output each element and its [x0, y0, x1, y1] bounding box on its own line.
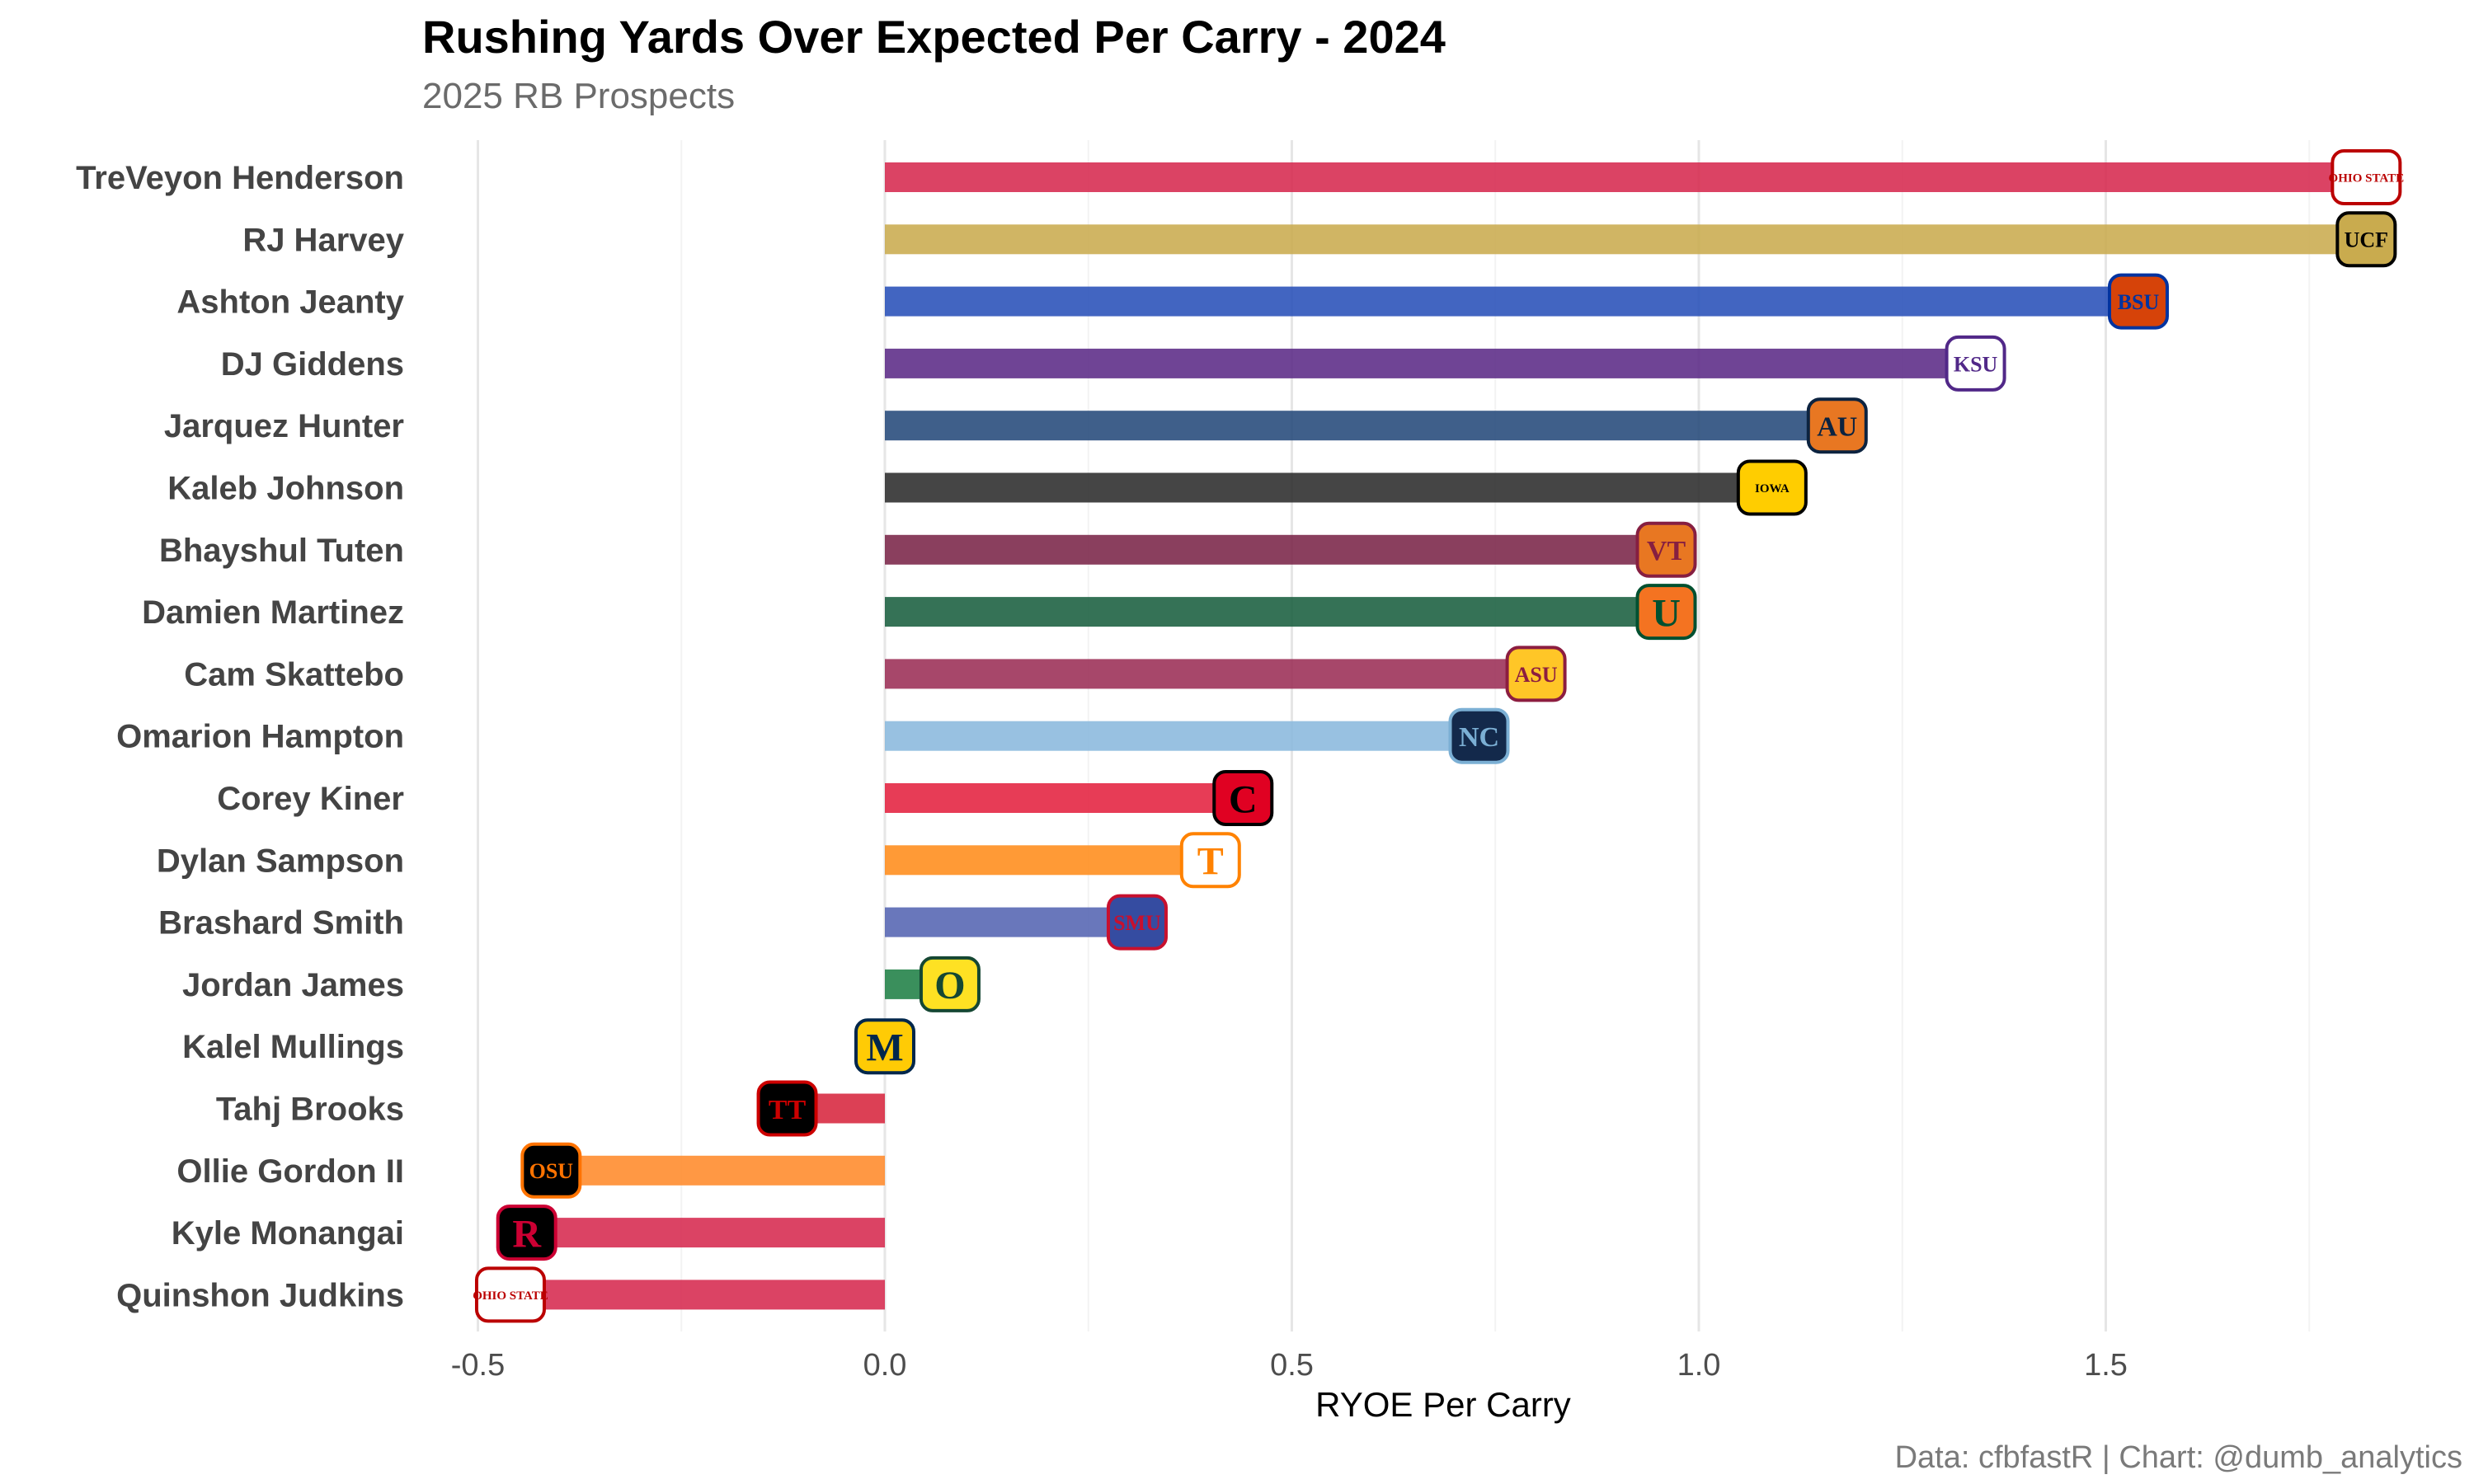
team-logo-icon: KSU [1945, 335, 2006, 392]
y-tick-label: Dylan Sampson [157, 843, 404, 879]
chart-subtitle: 2025 RB Prospects [422, 76, 736, 116]
y-tick-label: Kyle Monangai [172, 1215, 404, 1252]
y-tick-label: Omarion Hampton [116, 719, 404, 755]
x-tick-label: 0.0 [863, 1348, 907, 1383]
team-logo-icon: TT [756, 1080, 818, 1137]
svg-text:NC: NC [1459, 722, 1499, 753]
y-tick-label: Kaleb Johnson [167, 471, 404, 507]
x-axis-tick-labels: -0.5 0.0 0.5 1.0 1.5 [451, 1348, 2128, 1383]
y-tick-label: DJ Giddens [221, 346, 404, 383]
bar [526, 1218, 885, 1248]
bar [885, 162, 2367, 192]
svg-text:KSU: KSU [1954, 352, 1998, 376]
svg-text:AU: AU [1817, 411, 1857, 442]
bar [885, 472, 1772, 503]
team-logo-icon: OSU [520, 1142, 582, 1199]
y-tick-label: TreVeyon Henderson [76, 160, 404, 196]
svg-text:BSU: BSU [2118, 290, 2160, 314]
team-logo-icon: U [1635, 584, 1697, 641]
y-tick-label: Tahj Brooks [216, 1092, 404, 1128]
y-tick-label: Jarquez Hunter [164, 408, 404, 444]
bar [885, 348, 1976, 378]
bar [885, 534, 1667, 565]
bar [885, 721, 1479, 751]
bar [885, 597, 1667, 627]
svg-text:OSU: OSU [529, 1159, 574, 1183]
svg-text:TT: TT [769, 1095, 807, 1125]
bar [551, 1155, 885, 1186]
team-logo-icon: SMU [1106, 894, 1168, 951]
team-logo-icon: IOWA [1736, 459, 1808, 516]
y-tick-label: Cam Skattebo [184, 656, 404, 693]
svg-text:IOWA: IOWA [1755, 482, 1790, 495]
y-tick-label: Bhayshul Tuten [159, 533, 404, 569]
x-tick-label: 1.0 [1677, 1348, 1721, 1383]
svg-text:U: U [1652, 591, 1681, 635]
y-tick-label: Ollie Gordon II [176, 1153, 404, 1190]
team-logo-icon: AU [1806, 397, 1868, 454]
team-logo-icon: C [1212, 770, 1274, 826]
svg-text:M: M [866, 1026, 903, 1069]
svg-text:T: T [1197, 840, 1224, 884]
y-tick-label: Kalel Mullings [182, 1029, 404, 1065]
y-tick-label: Corey Kiner [217, 781, 404, 817]
y-tick-label: Ashton Jeanty [176, 284, 404, 321]
team-logo-icon: M [854, 1018, 915, 1075]
bars: OHIO STATE UCF BSU KSU AU IOWA VT U ASU NC CT SMU OM… [473, 149, 2405, 1323]
team-logo-icon: VT [1635, 521, 1697, 578]
bar [885, 783, 1244, 813]
svg-text:OHIO STATE: OHIO STATE [2329, 171, 2405, 185]
bar [885, 907, 1137, 937]
chart-caption: Data: cfbfastR | Chart: @dumb_analytics [1894, 1440, 2462, 1475]
bar [885, 845, 1211, 876]
bar [885, 659, 1536, 689]
y-tick-label: Brashard Smith [158, 905, 404, 942]
svg-text:OHIO STATE: OHIO STATE [473, 1289, 548, 1303]
team-logo-icon: ASU [1505, 646, 1567, 702]
team-logo-icon: NC [1448, 707, 1510, 764]
x-axis-title: RYOE Per Carry [1315, 1385, 1571, 1424]
y-tick-label: Jordan James [182, 967, 404, 1003]
x-tick-label: -0.5 [451, 1348, 505, 1383]
svg-text:C: C [1229, 777, 1258, 821]
y-tick-label: Quinshon Judkins [116, 1277, 404, 1313]
bar [885, 411, 1837, 441]
y-tick-label: Damien Martinez [142, 594, 404, 631]
bar [510, 1280, 885, 1310]
y-axis-labels: TreVeyon Henderson RJ Harvey Ashton Jeanty… [76, 160, 405, 1313]
bar [885, 224, 2367, 255]
chart-title: Rushing Yards Over Expected Per Carry - … [422, 11, 1446, 63]
team-logo-icon: OHIO STATE [2329, 149, 2405, 205]
svg-text:R: R [512, 1212, 542, 1256]
y-tick-label: RJ Harvey [242, 222, 404, 258]
bar [885, 286, 2138, 317]
x-tick-label: 1.5 [2084, 1348, 2128, 1383]
svg-text:VT: VT [1647, 536, 1686, 566]
team-logo-icon: OHIO STATE [473, 1266, 548, 1323]
team-logo-icon: O [919, 956, 981, 1012]
team-logo-icon: UCF [2335, 211, 2397, 268]
team-logo-icon: T [1179, 832, 1241, 889]
svg-text:O: O [934, 964, 965, 1007]
x-tick-label: 0.5 [1270, 1348, 1314, 1383]
svg-text:SMU: SMU [1113, 911, 1161, 935]
team-logo-icon: R [496, 1205, 557, 1261]
svg-text:UCF: UCF [2345, 228, 2388, 252]
svg-text:ASU: ASU [1515, 663, 1558, 687]
team-logo-icon: BSU [2107, 273, 2169, 330]
